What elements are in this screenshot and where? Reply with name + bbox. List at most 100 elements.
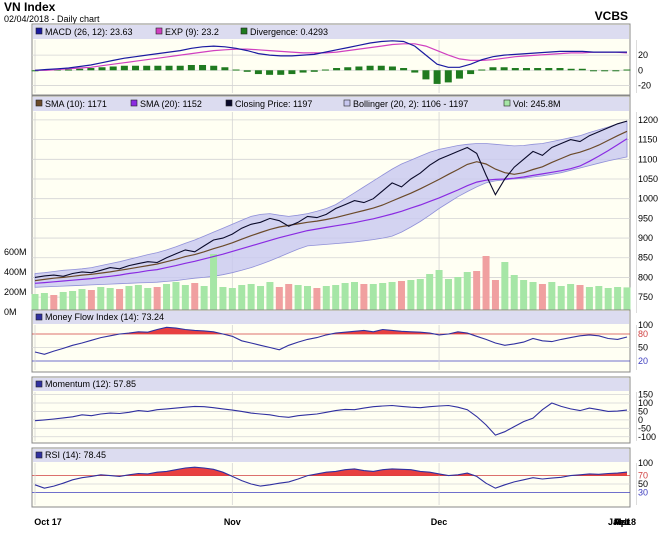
y-tick-label: 1200 bbox=[638, 115, 658, 125]
close-line bbox=[34, 120, 628, 278]
divergence-bar bbox=[388, 66, 396, 71]
volume-bar bbox=[482, 256, 490, 312]
overbought-area bbox=[119, 327, 477, 334]
legend-swatch bbox=[35, 380, 43, 388]
divergence-bar bbox=[500, 67, 508, 71]
divergence-bar bbox=[355, 66, 363, 71]
divergence-bar bbox=[411, 70, 419, 73]
volume-bar bbox=[416, 279, 424, 312]
y-tick-label: 0 bbox=[638, 65, 643, 75]
volume-bar bbox=[595, 286, 603, 312]
volume-bar bbox=[322, 286, 330, 312]
y-tick-label: 50 bbox=[638, 479, 648, 489]
y-tick-label: 50 bbox=[638, 343, 648, 353]
x-tick-label: Oct 17 bbox=[34, 517, 62, 527]
volume-bar bbox=[97, 287, 105, 312]
volume-bar bbox=[228, 288, 236, 312]
volume-bar bbox=[210, 254, 218, 312]
legend-label: EXP (9): 23.2 bbox=[165, 27, 219, 37]
volume-bar bbox=[567, 284, 575, 312]
volume-bar bbox=[473, 271, 481, 312]
volume-bar bbox=[163, 284, 171, 312]
exp-line bbox=[35, 43, 628, 71]
legend-swatch bbox=[35, 27, 43, 35]
y-tick-label: 20 bbox=[638, 356, 648, 366]
x-tick-label: Apr bbox=[614, 517, 630, 527]
y-tick-label: 100 bbox=[638, 320, 653, 330]
legend-swatch bbox=[35, 451, 43, 459]
divergence-bar bbox=[344, 67, 352, 71]
divergence-bar bbox=[489, 67, 497, 71]
volume-bar bbox=[548, 282, 556, 312]
divergence-bar bbox=[455, 70, 463, 79]
volume-bar bbox=[529, 282, 537, 312]
divergence-bar bbox=[87, 68, 95, 71]
divergence-bar bbox=[65, 69, 73, 71]
divergence-bar bbox=[76, 68, 84, 71]
legend-swatch bbox=[130, 99, 138, 107]
y-tick-label: 1100 bbox=[638, 154, 657, 164]
y-tick-label: 750 bbox=[638, 292, 653, 302]
divergence-bar bbox=[243, 70, 251, 72]
volume-bar bbox=[520, 280, 528, 312]
divergence-bar bbox=[522, 68, 530, 71]
y-tick-label: 150 bbox=[638, 390, 653, 400]
divergence-bar bbox=[623, 69, 631, 71]
volume-bar bbox=[153, 287, 161, 312]
x-tick-label: Nov bbox=[224, 517, 241, 527]
divergence-bar bbox=[165, 65, 173, 71]
volume-bar bbox=[463, 272, 471, 312]
volume-bar bbox=[40, 293, 48, 312]
x-tick-label: Mar bbox=[614, 517, 631, 527]
volume-bar bbox=[350, 282, 358, 312]
legend-strip bbox=[33, 449, 629, 462]
volume-bar bbox=[491, 280, 499, 312]
legend-swatch bbox=[343, 99, 351, 107]
mfi-line bbox=[34, 326, 628, 355]
sma10-line bbox=[34, 130, 628, 282]
y-tick-label: 950 bbox=[638, 213, 653, 223]
legend-swatch bbox=[225, 99, 233, 107]
volume-bar bbox=[557, 286, 565, 312]
volume-bar bbox=[134, 285, 142, 312]
volume-bar bbox=[360, 284, 368, 312]
divergence-bar bbox=[221, 67, 229, 71]
legend-swatch bbox=[503, 99, 511, 107]
divergence-bar bbox=[333, 68, 341, 71]
divergence-bar bbox=[120, 65, 128, 71]
divergence-bar bbox=[310, 70, 318, 72]
divergence-bar bbox=[187, 64, 195, 71]
divergence-bar bbox=[210, 65, 218, 71]
volume-bar bbox=[106, 288, 114, 312]
divergence-bar bbox=[444, 70, 452, 83]
y-tick-label: 900 bbox=[638, 233, 653, 243]
legend-swatch bbox=[35, 313, 43, 321]
divergence-bar bbox=[478, 69, 486, 71]
volume-bar bbox=[388, 282, 396, 312]
volume-bar bbox=[435, 270, 443, 312]
divergence-bar bbox=[612, 70, 620, 72]
y-tick-label: 100 bbox=[638, 458, 653, 468]
volume-bar bbox=[313, 288, 321, 312]
volume-bar bbox=[379, 283, 387, 312]
y-tick-label: 80 bbox=[638, 329, 648, 339]
volume-bar bbox=[369, 284, 377, 312]
volume-bar bbox=[341, 283, 349, 312]
divergence-bar bbox=[277, 70, 285, 75]
x-tick-label: Jan 18 bbox=[608, 517, 636, 527]
divergence-bar bbox=[601, 70, 609, 72]
volume-bar bbox=[614, 287, 622, 312]
divergence-bar bbox=[511, 68, 519, 71]
volume-bar bbox=[144, 288, 152, 312]
legend-label: Momentum (12): 57.85 bbox=[45, 379, 136, 389]
volume-tick-label: 0M bbox=[4, 307, 17, 317]
divergence-bar bbox=[232, 69, 240, 71]
volume-bar bbox=[172, 282, 180, 312]
divergence-bar bbox=[422, 70, 430, 80]
y-tick-label: -100 bbox=[638, 432, 656, 442]
volume-tick-label: 200M bbox=[4, 287, 27, 297]
macd-panel: MACD (26, 12): 23.63 EXP (9): 23.2 Diverge… bbox=[31, 23, 651, 96]
divergence-bar bbox=[176, 65, 184, 71]
volume-bar bbox=[454, 277, 462, 312]
